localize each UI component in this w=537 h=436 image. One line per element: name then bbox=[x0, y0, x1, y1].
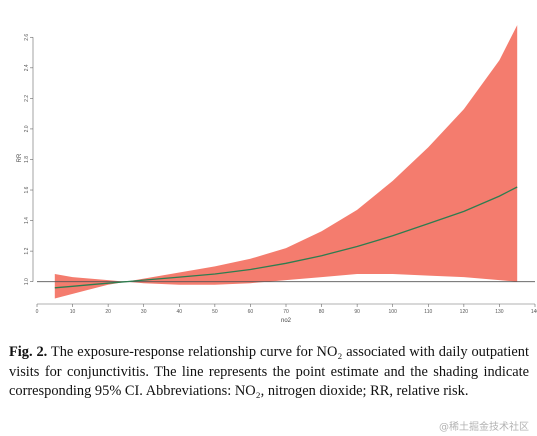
x-tick-label: 70 bbox=[283, 309, 289, 315]
x-tick-label: 10 bbox=[70, 309, 76, 315]
y-tick-label: 1.2 bbox=[24, 247, 30, 254]
exposure-response-chart: 0 10 20 30 40 50 60 70 80 90 100 110 120 130 140 1.0 1.… bbox=[17, 25, 537, 324]
y-axis-label: RR bbox=[17, 153, 23, 162]
y-tick-label: 2.0 bbox=[24, 125, 30, 132]
x-tick-label: 50 bbox=[212, 309, 218, 315]
figure-label: Fig. 2. bbox=[9, 344, 48, 360]
x-tick-label: 100 bbox=[389, 309, 398, 315]
y-tick-label: 1.6 bbox=[24, 186, 30, 193]
x-tick-label: 80 bbox=[319, 309, 325, 315]
y-tick-label: 2.6 bbox=[24, 34, 30, 41]
y-tick-label: 1.0 bbox=[24, 278, 30, 285]
x-tick-label: 130 bbox=[495, 309, 504, 315]
x-tick-label: 60 bbox=[248, 309, 254, 315]
y-tick-label: 1.8 bbox=[24, 156, 30, 163]
figure-caption: Fig. 2. The exposure-response relationsh… bbox=[9, 343, 529, 402]
confidence-band bbox=[54, 25, 518, 299]
x-tick-label: 110 bbox=[424, 309, 432, 315]
y-tick-label: 2.4 bbox=[24, 64, 30, 71]
x-axis-label: no2 bbox=[281, 318, 292, 324]
y-tick-label: 2.2 bbox=[24, 95, 30, 102]
x-tick-label: 30 bbox=[141, 309, 147, 315]
x-tick-label: 20 bbox=[105, 309, 111, 315]
x-tick-label: 40 bbox=[177, 309, 183, 315]
x-tick-label: 140 bbox=[531, 309, 537, 315]
watermark: @稀土掘金技术社区 bbox=[439, 422, 529, 433]
figure-caption-text: The exposure-response relationship curve… bbox=[9, 344, 529, 399]
x-tick-label: 90 bbox=[354, 309, 360, 315]
estimate-line bbox=[54, 186, 518, 289]
y-tick-label: 1.4 bbox=[24, 217, 30, 224]
x-tick-label: 120 bbox=[460, 309, 469, 315]
x-tick-label: 0 bbox=[36, 309, 39, 315]
